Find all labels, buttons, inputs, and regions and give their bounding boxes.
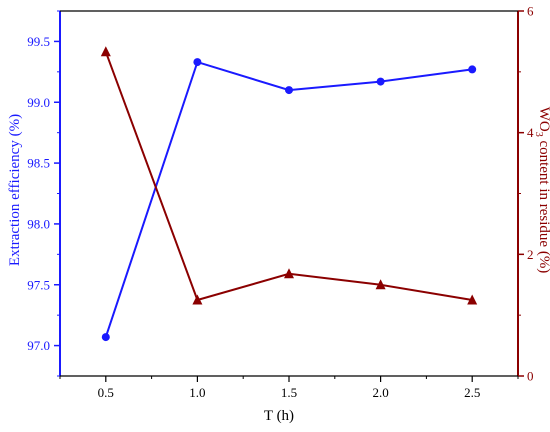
extraction-efficiency-point bbox=[193, 58, 202, 67]
extraction-efficiency-point bbox=[376, 77, 385, 86]
extraction-efficiency-point bbox=[101, 333, 110, 342]
wo3-content-point bbox=[375, 279, 386, 290]
y-left-tick-label: 98.5 bbox=[27, 156, 50, 171]
x-tick-label: 1.5 bbox=[281, 385, 297, 400]
x-tick-label: 2.0 bbox=[372, 385, 388, 400]
right-axis: 0 2 4 6 bbox=[517, 4, 534, 384]
plot-area bbox=[100, 46, 478, 342]
y-left-tick-label: 97.0 bbox=[27, 338, 50, 353]
y-right-title-suffix: content in residue (%) bbox=[536, 137, 550, 274]
y-left-tick-label: 98.0 bbox=[27, 216, 50, 231]
extraction-efficiency-point bbox=[468, 65, 477, 74]
y-right-tick-label: 6 bbox=[527, 4, 534, 19]
x-axis: 0.5 1.0 1.5 2.0 2.5 bbox=[59, 10, 519, 400]
wo3-content-point bbox=[100, 46, 111, 57]
y-right-axis-title: WO3 content in residue (%) bbox=[533, 107, 550, 274]
y-right-tick-label: 0 bbox=[527, 369, 534, 384]
y-left-tick-label: 99.0 bbox=[27, 95, 50, 110]
y-right-tick-label: 4 bbox=[527, 125, 534, 140]
x-tick-label: 1.0 bbox=[189, 385, 205, 400]
y-right-title-prefix: WO bbox=[536, 107, 550, 132]
left-axis: 97.0 97.5 98.0 98.5 99.0 99.5 bbox=[27, 10, 61, 377]
y-left-tick-label: 99.5 bbox=[27, 34, 50, 49]
y-left-axis-title: Extraction efficiency (%) bbox=[7, 114, 23, 266]
x-axis-title: T (h) bbox=[264, 408, 294, 424]
y-right-tick-label: 2 bbox=[527, 247, 534, 262]
x-tick-label: 0.5 bbox=[98, 385, 114, 400]
extraction-efficiency-point bbox=[285, 86, 293, 95]
wo3-content-point bbox=[467, 294, 478, 305]
y-left-tick-label: 97.5 bbox=[27, 277, 50, 292]
x-tick-label: 2.5 bbox=[464, 385, 480, 400]
wo3-content-point bbox=[284, 268, 294, 279]
y-right-title-subscript: 3 bbox=[533, 132, 544, 137]
wo3-content-point bbox=[192, 294, 203, 305]
